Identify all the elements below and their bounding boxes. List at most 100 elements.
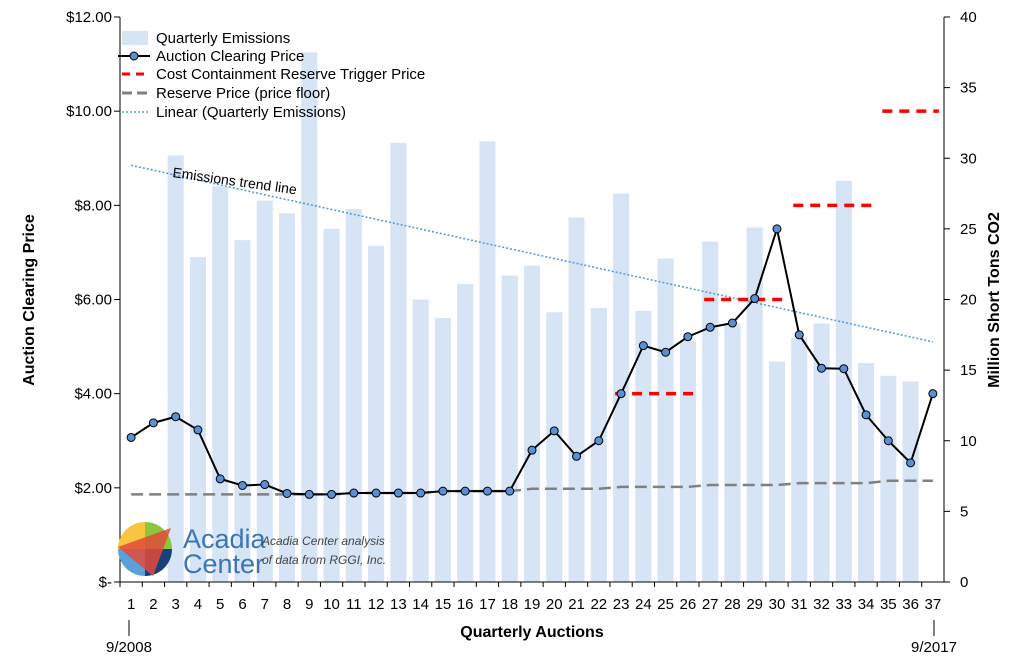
x-tick-label-33: 33 bbox=[835, 596, 852, 613]
emissions-bar-24 bbox=[635, 310, 652, 582]
clearing-price-point-5 bbox=[215, 474, 225, 484]
emissions-bar-26 bbox=[679, 340, 696, 582]
clearing-price-point-16 bbox=[460, 486, 470, 496]
clearing-price-point-32 bbox=[817, 363, 827, 373]
emissions-bar-5 bbox=[212, 186, 229, 582]
y-right-tick-label: 40 bbox=[960, 9, 977, 26]
clearing-price-point-20 bbox=[549, 426, 559, 436]
clearing-price-series bbox=[126, 224, 938, 499]
x-tick-label-9: 9 bbox=[305, 596, 313, 613]
logo-word-acadia: Acadia bbox=[183, 524, 267, 554]
legend: Quarterly Emissions Auction Clearing Pri… bbox=[118, 30, 425, 121]
logo-word-center: Center bbox=[183, 549, 264, 579]
y-right-tick-label: 10 bbox=[960, 433, 977, 450]
emissions-bar-34 bbox=[858, 363, 875, 582]
x-tick-label-37: 37 bbox=[925, 596, 942, 613]
x-tick-label-5: 5 bbox=[216, 596, 224, 613]
x-tick-label-22: 22 bbox=[590, 596, 607, 613]
x-tick-label-36: 36 bbox=[902, 596, 919, 613]
clearing-price-point-7 bbox=[260, 480, 270, 490]
x-tick-label-26: 26 bbox=[680, 596, 697, 613]
y-right-title: Million Short Tons CO2 bbox=[986, 212, 1003, 388]
emissions-bar-18 bbox=[501, 275, 518, 582]
x-tick-label-35: 35 bbox=[880, 596, 897, 613]
clearing-price-point-10 bbox=[327, 489, 337, 499]
y-right-tick-label: 25 bbox=[960, 221, 977, 238]
x-tick-label-24: 24 bbox=[635, 596, 652, 613]
x-title: Quarterly Auctions bbox=[460, 624, 604, 641]
tick-labels: $-$2.00$4.00$6.00$8.00$10.00$12.00051015… bbox=[66, 9, 977, 613]
x-tick-label-17: 17 bbox=[479, 596, 496, 613]
emissions-bar-4 bbox=[189, 257, 206, 582]
emissions-trend-line bbox=[130, 164, 934, 343]
clearing-price-point-26 bbox=[683, 332, 693, 342]
clearing-price-point-1 bbox=[126, 432, 136, 442]
y-right-tick-label: 20 bbox=[960, 292, 977, 309]
reserve-price-line bbox=[131, 479, 933, 496]
trend-annotation: Emissions trend line bbox=[172, 164, 298, 197]
emissions-bar-32 bbox=[813, 323, 830, 582]
clearing-price-point-4 bbox=[193, 425, 203, 435]
legend-label-emissions: Quarterly Emissions bbox=[156, 30, 290, 47]
clearing-price-point-29 bbox=[750, 294, 760, 304]
clearing-price-point-9 bbox=[304, 489, 314, 499]
clearing-price-point-3 bbox=[171, 412, 181, 422]
clearing-price-point-23 bbox=[616, 389, 626, 399]
emissions-bar-35 bbox=[880, 375, 897, 582]
emissions-bar-12 bbox=[368, 245, 385, 582]
x-tick-label-18: 18 bbox=[501, 596, 518, 613]
x-tick-label-27: 27 bbox=[702, 596, 719, 613]
emissions-bar-31 bbox=[791, 337, 808, 582]
x-tick-label-4: 4 bbox=[194, 596, 202, 613]
x-tick-label-19: 19 bbox=[524, 596, 541, 613]
clearing-price-point-31 bbox=[794, 330, 804, 340]
legend-label-price: Auction Clearing Price bbox=[156, 48, 304, 65]
clearing-price-point-13 bbox=[393, 488, 403, 498]
y-left-tick-label: $12.00 bbox=[66, 9, 112, 26]
x-tick-label-21: 21 bbox=[568, 596, 585, 613]
clearing-price-point-2 bbox=[148, 418, 158, 428]
y-right-tick-label: 35 bbox=[960, 80, 977, 97]
acadia-logo: Acadia Center Acadia Center analysis of … bbox=[118, 522, 386, 579]
clearing-price-point-33 bbox=[839, 364, 849, 374]
logo-mark-icon bbox=[118, 522, 172, 576]
clearing-price-point-19 bbox=[527, 445, 537, 455]
emissions-bar-19 bbox=[523, 265, 541, 582]
emissions-bar-10 bbox=[323, 228, 340, 582]
emissions-bar-8 bbox=[279, 213, 296, 582]
legend-label-reserve: Reserve Price (price floor) bbox=[156, 85, 330, 102]
x-tick-label-8: 8 bbox=[283, 596, 291, 613]
emissions-bar-30 bbox=[768, 361, 785, 582]
clearing-price-point-21 bbox=[572, 451, 582, 461]
x-tick-label-29: 29 bbox=[746, 596, 763, 613]
clearing-price-point-22 bbox=[594, 436, 604, 446]
emissions-bar-17 bbox=[479, 141, 496, 583]
x-tick-label-31: 31 bbox=[791, 596, 808, 613]
emissions-bar-29 bbox=[746, 227, 763, 582]
clearing-price-point-14 bbox=[416, 488, 426, 498]
emissions-bar-21 bbox=[568, 217, 585, 582]
emissions-bar-20 bbox=[546, 312, 563, 582]
clearing-price-point-25 bbox=[661, 347, 671, 357]
logo-note-line2: of data from RGGI, Inc. bbox=[262, 553, 386, 567]
logo-note-line1: Acadia Center analysis bbox=[261, 534, 385, 548]
y-right-tick-label: 0 bbox=[960, 574, 968, 591]
y-right-tick-label: 30 bbox=[960, 150, 977, 167]
emissions-bar-28 bbox=[724, 323, 741, 582]
y-left-tick-label: $8.00 bbox=[74, 197, 112, 214]
x-tick-label-2: 2 bbox=[149, 596, 157, 613]
clearing-price-point-17 bbox=[482, 486, 492, 496]
clearing-price-point-18 bbox=[505, 486, 515, 496]
x-tick-label-34: 34 bbox=[858, 596, 875, 613]
x-tick-label-11: 11 bbox=[346, 596, 362, 613]
x-tick-label-28: 28 bbox=[724, 596, 741, 613]
emissions-bars bbox=[167, 52, 919, 583]
clearing-price-point-15 bbox=[438, 486, 448, 496]
y-left-tick-label: $6.00 bbox=[74, 292, 112, 309]
emissions-bar-13 bbox=[390, 142, 407, 582]
y-left-tick-label: $10.00 bbox=[66, 103, 112, 120]
emissions-bar-3 bbox=[167, 155, 184, 583]
y-left-tick-label: $- bbox=[99, 574, 112, 591]
x-tick-label-10: 10 bbox=[323, 596, 340, 613]
